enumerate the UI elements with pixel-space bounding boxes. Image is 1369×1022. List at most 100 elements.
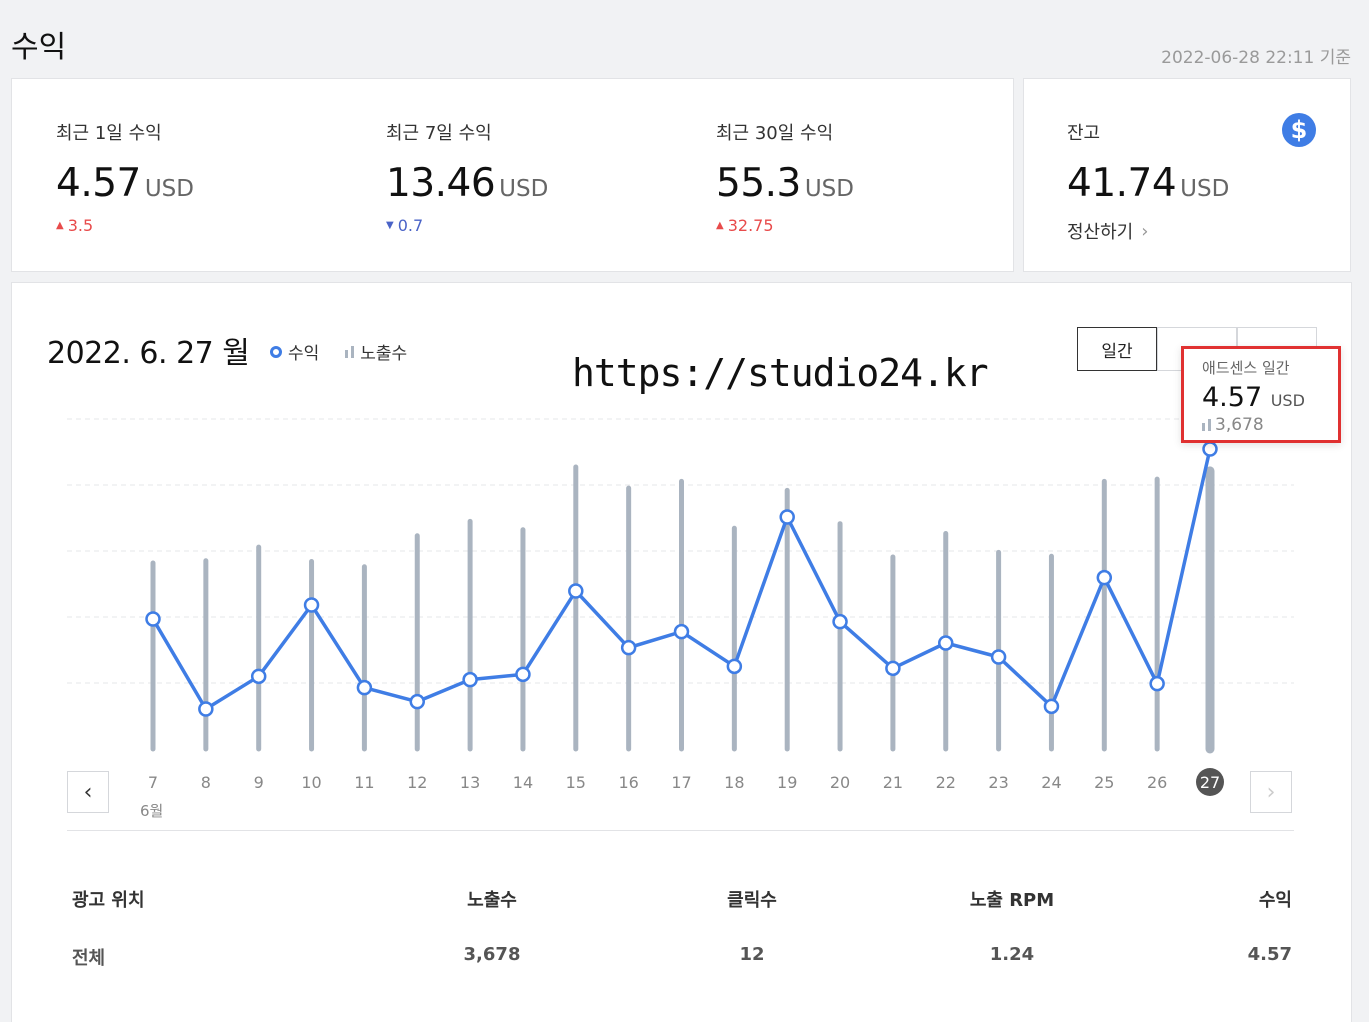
header-cell: 광고 위치 [72, 890, 145, 911]
balance-unit: USD [1180, 176, 1230, 202]
stat-unit: USD [804, 176, 854, 202]
table-header: 광고 위치 노출수 클릭수 노출 RPM 수익 [72, 886, 1292, 912]
x-tick-label: 19 [777, 773, 797, 792]
stat-value: 4.57 [56, 161, 141, 206]
legend-revenue: 수익 [270, 339, 319, 364]
month-label: 6월 [140, 802, 164, 820]
chart-tooltip: 애드센스 일간 4.57 USD 3,678 [1181, 346, 1341, 443]
revenue-point [1043, 698, 1060, 715]
balance-label: 잔고 [1067, 123, 1101, 144]
revenue-point [409, 693, 425, 710]
table-row: 전체 3,678 12 1.24 4.57 [72, 944, 1292, 970]
stat-7day: 최근 7일 수익 13.46 USD ▼ 0.7 [386, 119, 548, 235]
x-tick-label: 26 [1147, 773, 1167, 792]
revenue-point [515, 666, 531, 683]
x-tick-label: 12 [407, 773, 427, 792]
prev-period-button[interactable]: ‹ [67, 771, 109, 813]
stat-label: 최근 30일 수익 [716, 123, 834, 144]
header-cell: 클릭수 [727, 890, 777, 911]
page-title: 수익 [11, 30, 67, 65]
x-tick-label: 10 [301, 773, 321, 792]
tooltip-title: 애드센스 일간 [1202, 359, 1290, 377]
x-tick-label: 14 [513, 773, 533, 792]
x-tick-label: 21 [883, 773, 903, 792]
next-period-button[interactable]: › [1250, 771, 1292, 813]
x-tick-label: 23 [988, 773, 1008, 792]
revenue-point [1096, 569, 1113, 586]
x-tick-label: 17 [671, 773, 691, 792]
arrow-up-icon: ▲ [716, 220, 724, 231]
chevron-right-icon: › [1266, 779, 1276, 805]
stat-change: ▼ 0.7 [386, 216, 548, 235]
tooltip-unit: USD [1270, 391, 1305, 410]
chart-legend: 수익 노출수 [270, 339, 407, 364]
tab-daily[interactable]: 일간 [1077, 327, 1157, 371]
bar-icon [345, 345, 355, 358]
chevron-left-icon: ‹ [83, 779, 93, 805]
timestamp: 2022-06-28 22:11 기준 [1161, 48, 1351, 68]
x-tick-label: 7 [148, 773, 158, 792]
settle-label: 정산하기 [1067, 222, 1134, 243]
revenue-point [145, 611, 161, 627]
revenue-point [1149, 675, 1165, 692]
revenue-point [620, 639, 637, 656]
stat-30day: 최근 30일 수익 55.3 USD ▲ 32.75 [716, 119, 854, 235]
tooltip-impressions: 3,678 [1202, 415, 1320, 435]
header-cell: 노출수 [467, 890, 517, 911]
stat-1day: 최근 1일 수익 4.57 USD ▲ 3.5 [56, 119, 194, 235]
x-tick-label: 8 [201, 773, 211, 792]
change-value: 3.5 [67, 216, 94, 235]
divider [67, 830, 1294, 831]
x-tick-label: 13 [460, 773, 480, 792]
revenue-summary-card: 최근 1일 수익 4.57 USD ▲ 3.5 최근 7일 수익 13.46 USD… [11, 78, 1014, 272]
revenue-point [568, 583, 584, 599]
stat-change: ▲ 3.5 [56, 216, 194, 235]
x-tick-label: 9 [254, 773, 264, 792]
table-cell: 12 [739, 944, 765, 965]
revenue-point [885, 660, 901, 677]
change-value: 0.7 [397, 216, 424, 235]
table-cell: 전체 [72, 948, 106, 969]
header-cell: 노출 RPM [969, 890, 1055, 911]
tooltip-value: 4.57 [1202, 382, 1263, 413]
stat-value: 55.3 [716, 161, 801, 206]
revenue-point [779, 509, 795, 525]
table-cell: 4.57 [1247, 944, 1292, 965]
x-tick-label: 11 [354, 773, 374, 792]
x-tick-label: 20 [830, 773, 850, 792]
revenue-point [250, 668, 267, 685]
selected-day-marker [1196, 768, 1224, 796]
stat-change: ▲ 32.75 [716, 216, 854, 235]
stat-label: 최근 7일 수익 [386, 123, 492, 144]
x-tick-label: 18 [724, 773, 744, 792]
arrow-up-icon: ▲ [56, 220, 64, 231]
revenue-point [1202, 441, 1218, 457]
x-tick-label: 24 [1041, 773, 1061, 792]
header-cell: 수익 [1258, 890, 1292, 911]
balance-card: 잔고 41.74 USD 정산하기 › $ [1023, 78, 1351, 272]
settle-link[interactable]: 정산하기 › [1067, 218, 1229, 244]
revenue-point [832, 613, 848, 630]
stat-unit: USD [144, 176, 194, 202]
balance-value: 41.74 [1067, 161, 1177, 206]
tooltip-impressions-value: 3,678 [1215, 415, 1264, 435]
legend-revenue-label: 수익 [288, 344, 320, 364]
x-tick-label: 27 [1200, 773, 1220, 792]
stat-value: 13.46 [386, 161, 496, 206]
legend-impressions-label: 노출수 [360, 344, 408, 364]
x-tick-label: 22 [936, 773, 956, 792]
revenue-point [303, 597, 320, 613]
line-dot-icon [270, 345, 282, 358]
arrow-down-icon: ▼ [386, 220, 394, 231]
bar-icon [1202, 419, 1211, 431]
chart-card: 2022. 6. 27 월 수익 노출수 https://studio24.kr… [11, 282, 1352, 1022]
revenue-chart: 7 8 9 10 11 12 13 14 15 16 17 18 19 20 21 22 23 24 25 26 27 [67, 418, 1294, 796]
watermark: https://studio24.kr [572, 351, 989, 395]
x-tick-label: 16 [618, 773, 638, 792]
stat-label: 최근 1일 수익 [56, 123, 162, 144]
revenue-point [673, 623, 690, 640]
x-tick-label: 15 [566, 773, 586, 792]
balance-stat: 잔고 41.74 USD 정산하기 › [1067, 119, 1229, 244]
x-tick-label: 25 [1094, 773, 1114, 792]
table-cell: 1.24 [989, 944, 1035, 965]
